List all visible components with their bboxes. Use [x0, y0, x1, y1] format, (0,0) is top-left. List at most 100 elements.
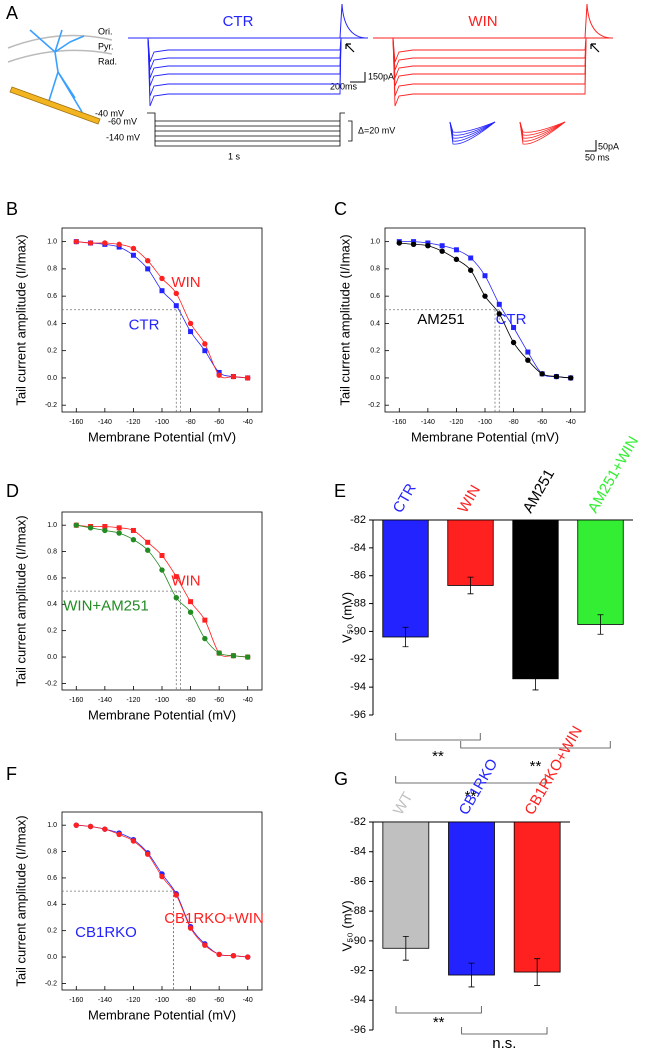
y-tick-label: -82	[350, 514, 366, 526]
legend-label: AM251	[417, 311, 465, 328]
y-tick-label: -96	[350, 1024, 366, 1036]
scale-label: 50pA	[598, 141, 619, 151]
x-tick-label: -120	[126, 697, 140, 704]
point	[145, 258, 151, 264]
panel-label: F	[6, 764, 17, 784]
significance-bracket	[395, 776, 546, 784]
significance-label: **	[530, 758, 542, 775]
category-label: CB1RKO	[456, 756, 502, 818]
point	[145, 266, 151, 272]
y-axis-label: V₅₀ (mV)	[339, 900, 354, 951]
point	[439, 243, 445, 249]
point	[159, 288, 165, 294]
y-tick-label: -96	[350, 709, 366, 721]
point	[116, 244, 122, 250]
y-tick-label: 0.8	[370, 266, 380, 273]
significance-bracket	[395, 733, 481, 741]
point	[539, 371, 545, 377]
y-tick-label: 0.4	[47, 320, 57, 327]
point	[553, 373, 560, 380]
point	[159, 275, 165, 282]
protocol-label: 1 s	[228, 151, 241, 161]
point	[116, 530, 122, 536]
x-tick-label: -120	[126, 419, 140, 426]
point	[411, 239, 417, 245]
significance-bracket	[461, 1027, 548, 1035]
y-tick-label: 0.4	[47, 601, 57, 608]
panel-label: D	[6, 481, 19, 501]
protocol-label: -60 mV	[108, 116, 137, 126]
point	[525, 357, 531, 363]
x-tick-label: -60	[214, 419, 224, 426]
y-axis-label: Tail current amplitude (I/Imax)	[13, 515, 28, 686]
point	[187, 925, 194, 931]
point	[173, 574, 179, 580]
neuron	[29, 29, 85, 113]
point	[230, 653, 237, 659]
x-tick-label: -140	[98, 997, 112, 1004]
point	[425, 243, 431, 249]
significance-bracket	[460, 741, 611, 749]
y-tick-label: 1.0	[370, 238, 380, 245]
point	[116, 241, 122, 248]
y-axis-label: Tail current amplitude (I/Imax)	[13, 234, 28, 405]
plot-frame	[61, 811, 263, 991]
point	[525, 349, 531, 355]
protocol-label: -140 mV	[106, 132, 140, 142]
x-tick-label: -80	[186, 419, 196, 426]
y-axis-label: V₅₀ (mV)	[339, 592, 354, 643]
point	[102, 524, 108, 530]
significance-label: **	[433, 1014, 445, 1031]
x-tick-label: -140	[98, 419, 112, 426]
category-label: WIN	[455, 482, 484, 516]
y-tick-label: -0.2	[45, 680, 57, 687]
pipette	[9, 86, 101, 125]
y-tick-label: 0.0	[47, 375, 57, 382]
y-tick-label: -92	[350, 964, 366, 976]
y-tick-label: 0.4	[47, 901, 57, 908]
arrow	[345, 43, 355, 53]
legend-label: CB1RKO+WIN	[164, 910, 264, 927]
scale-bar	[350, 72, 366, 83]
inset-trace	[449, 121, 496, 139]
inset-trace	[449, 121, 496, 136]
y-axis-label: Tail current amplitude (I/Imax)	[337, 234, 352, 405]
x-tick-label: -160	[69, 997, 83, 1004]
scale-label: 50 ms	[585, 152, 610, 162]
condition-label: WIN	[468, 13, 497, 30]
trace	[147, 37, 342, 97]
point	[87, 823, 94, 830]
trace	[147, 37, 342, 71]
error-bar	[597, 614, 604, 635]
x-axis-label: Membrane Potential (mV)	[88, 707, 236, 722]
bar	[577, 519, 624, 625]
point	[216, 951, 222, 958]
error-bar	[534, 958, 541, 986]
point	[482, 273, 488, 279]
trace	[392, 37, 587, 107]
point	[202, 635, 208, 642]
y-tick-label: 0.8	[47, 266, 57, 273]
y-tick-label: -86	[350, 570, 366, 582]
point	[159, 553, 165, 559]
x-tick-label: -100	[478, 419, 492, 426]
point	[245, 954, 251, 960]
trace	[392, 37, 587, 87]
point	[410, 241, 417, 248]
y-tick-label: -90	[350, 935, 366, 947]
y-tick-label: 0.6	[47, 875, 57, 882]
y-tick-label: -84	[350, 542, 366, 554]
x-tick-label: -40	[243, 419, 253, 426]
point	[102, 240, 108, 246]
tail-current	[339, 3, 366, 39]
x-tick-label: -100	[155, 419, 169, 426]
x-tick-label: -140	[98, 697, 112, 704]
category-label: CTR	[390, 481, 420, 516]
y-axis-label: Tail current amplitude (I/Imax)	[13, 815, 28, 986]
point	[130, 527, 136, 533]
y-tick-label: -88	[350, 597, 366, 609]
point	[202, 348, 208, 354]
legend-label: CB1RKO	[75, 924, 137, 941]
